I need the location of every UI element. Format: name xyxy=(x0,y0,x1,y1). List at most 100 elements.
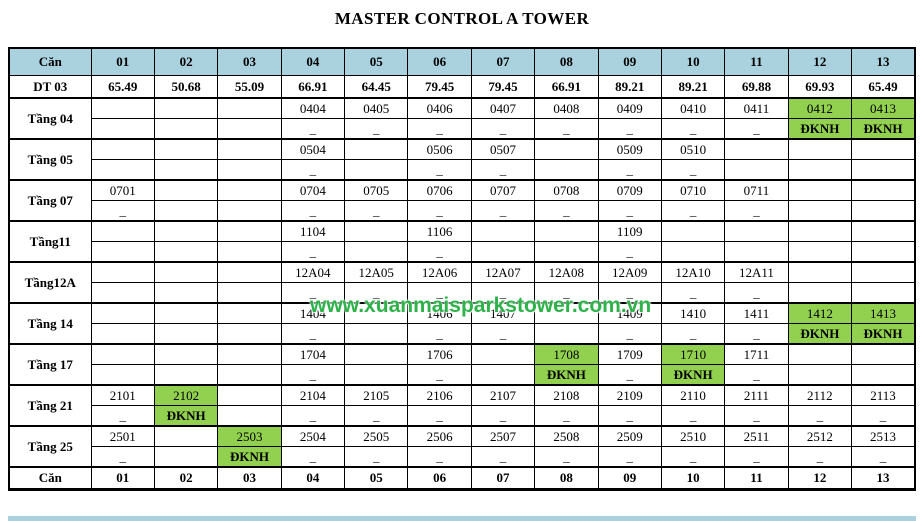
status-cell xyxy=(153,282,219,304)
area-value-cell: 79.45 xyxy=(470,75,536,99)
unit-cell: 12A10 xyxy=(660,261,726,283)
status-cell: _ xyxy=(660,405,726,427)
area-value-cell: 55.09 xyxy=(217,75,282,99)
status-cell xyxy=(217,159,282,181)
unit-cell: 1706 xyxy=(407,343,472,365)
unit-cell: 0404 xyxy=(280,97,346,119)
status-cell: _ xyxy=(597,282,662,304)
unit-cell: 1410 xyxy=(660,302,726,324)
area-value-cell: 64.45 xyxy=(343,75,409,99)
floor-unit-row: Tầng 25 2501 2503 2504 2505 2506 2507 2508 2509 2… xyxy=(8,425,916,468)
unit-cell xyxy=(851,343,916,365)
master-control-table: Căn 01 02 03 04 05 06 07 08 09 10 11 12 13 DT 03 65.49… xyxy=(8,47,916,491)
status-cell xyxy=(534,241,599,263)
status-cell: _ xyxy=(660,282,726,304)
unit-cell xyxy=(153,179,219,201)
unit-cell: 1709 xyxy=(597,343,662,365)
unit-cell: 12A11 xyxy=(724,261,789,283)
floor-status-row: _ _ _ _ _ xyxy=(9,159,916,181)
status-cell xyxy=(724,159,789,181)
status-cell: _ xyxy=(470,159,536,181)
status-cell: _ xyxy=(90,200,155,222)
footer-column-cell: 01 xyxy=(90,466,155,491)
column-header-cell: 07 xyxy=(470,47,536,76)
status-cell: _ xyxy=(343,446,409,468)
status-cell: _ xyxy=(597,446,662,468)
unit-cell: 2508 xyxy=(534,425,599,447)
unit-cell: 2509 xyxy=(597,425,662,447)
unit-cell: 0504 xyxy=(280,138,346,160)
status-cell xyxy=(470,364,536,386)
area-value-cell: 69.93 xyxy=(787,75,853,99)
unit-cell: 12A08 xyxy=(534,261,599,283)
unit-cell xyxy=(534,138,599,160)
status-cell: _ xyxy=(724,282,789,304)
unit-cell: 12A09 xyxy=(597,261,662,283)
unit-cell: 2107 xyxy=(470,384,536,406)
floor-label: Tầng12A xyxy=(8,261,92,304)
status-cell xyxy=(851,241,916,263)
status-cell xyxy=(90,159,155,181)
unit-cell: 0412 xyxy=(787,97,853,119)
column-header-cell: 10 xyxy=(660,47,726,76)
unit-cell: 1104 xyxy=(280,220,346,242)
floor-label: Tầng 05 xyxy=(8,138,92,181)
unit-cell: 1412 xyxy=(787,302,853,324)
unit-cell: 2104 xyxy=(280,384,346,406)
corner-header-cell: Căn xyxy=(8,47,92,76)
unit-cell: 1407 xyxy=(470,302,536,324)
unit-cell: 0406 xyxy=(407,97,472,119)
unit-cell: 0407 xyxy=(470,97,536,119)
unit-cell: 0706 xyxy=(407,179,472,201)
unit-cell: 12A04 xyxy=(280,261,346,283)
unit-cell: 2112 xyxy=(787,384,853,406)
page-title: MASTER CONTROL A TOWER xyxy=(334,9,590,28)
unit-cell: 2106 xyxy=(407,384,472,406)
floor-unit-row: Tầng 04 0404 0405 0406 0407 0408 0409 0410 0411 0… xyxy=(8,97,916,140)
unit-cell: 2111 xyxy=(724,384,789,406)
status-cell xyxy=(343,159,409,181)
status-cell: ĐKNH xyxy=(534,364,599,386)
unit-cell: 1404 xyxy=(280,302,346,324)
unit-cell: 2507 xyxy=(470,425,536,447)
unit-cell xyxy=(343,138,409,160)
unit-cell: 2101 xyxy=(90,384,155,406)
unit-cell xyxy=(153,302,219,324)
unit-cell xyxy=(534,220,599,242)
unit-cell xyxy=(90,261,155,283)
unit-cell: 1708 xyxy=(534,343,599,365)
floor-label: Tầng 04 xyxy=(8,97,92,140)
area-row-label: DT 03 xyxy=(8,75,92,99)
area-value-cell: 65.49 xyxy=(851,75,916,99)
status-cell: ĐKNH xyxy=(787,118,853,140)
column-header-cell: 06 xyxy=(407,47,472,76)
floor-label: Tầng 25 xyxy=(8,425,92,468)
floor-status-row: _ ĐKNH _ _ _ _ _ _ _ _ _ _ xyxy=(9,446,916,468)
status-cell: _ xyxy=(724,323,789,345)
area-value-cell: 69.88 xyxy=(724,75,789,99)
unit-cell: 1409 xyxy=(597,302,662,324)
status-cell: ĐKNH xyxy=(153,405,219,427)
unit-cell xyxy=(343,302,409,324)
floor-unit-row: Tầng12A 12A04 12A05 12A06 12A07 12A08 12A09 12A… xyxy=(8,261,916,304)
unit-cell xyxy=(470,220,536,242)
status-cell: _ xyxy=(660,159,726,181)
status-cell xyxy=(153,159,219,181)
area-value-cell: 66.91 xyxy=(534,75,599,99)
floor-label: Tầng 14 xyxy=(8,302,92,345)
floor-status-row: _ _ _ _ _ _ _ _ xyxy=(9,282,916,304)
footer-column-cell: 05 xyxy=(343,466,409,491)
status-cell xyxy=(851,364,916,386)
floor-status-row: _ _ _ _ _ _ ĐKNH ĐKNH xyxy=(9,323,916,345)
unit-cell: 2510 xyxy=(660,425,726,447)
status-cell: _ xyxy=(407,200,472,222)
status-cell: _ xyxy=(534,446,599,468)
status-cell xyxy=(153,118,219,140)
status-cell: ĐKNH xyxy=(851,323,916,345)
status-cell xyxy=(217,241,282,263)
status-cell xyxy=(787,200,853,222)
unit-cell xyxy=(90,97,155,119)
column-header-cell: 12 xyxy=(787,47,853,76)
unit-cell: 1413 xyxy=(851,302,916,324)
area-value-cell: 89.21 xyxy=(597,75,662,99)
